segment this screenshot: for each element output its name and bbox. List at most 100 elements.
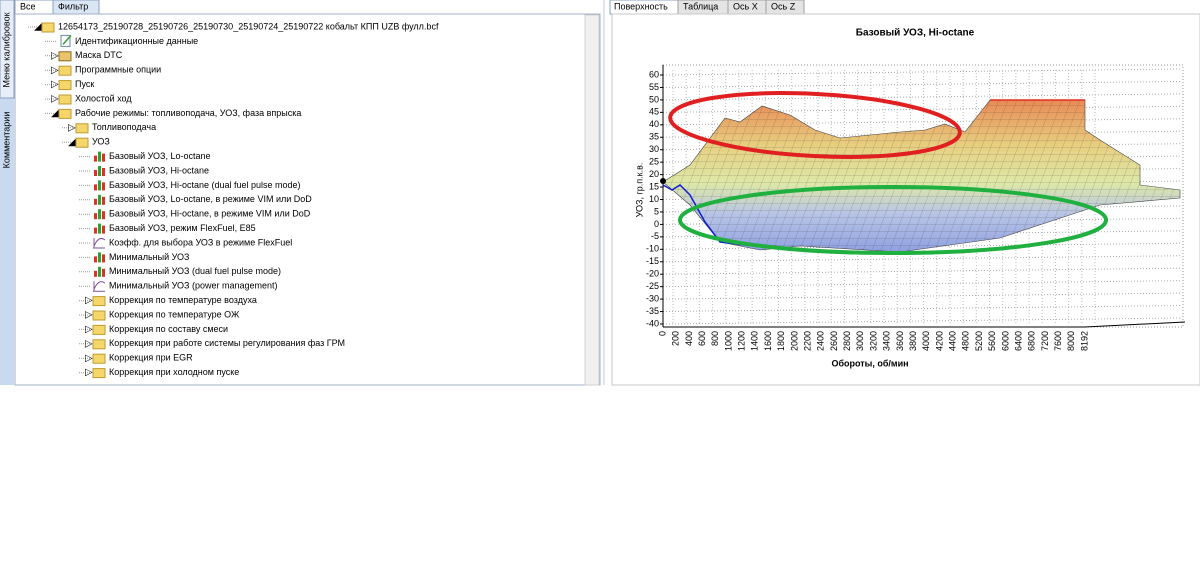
tab-label[interactable]: Поверхность <box>614 1 668 11</box>
tree-item[interactable]: Коррекция при EGR <box>109 353 193 363</box>
folder-icon <box>75 123 89 134</box>
tree-item[interactable]: Идентификационные данные <box>75 36 198 46</box>
chart-icon <box>102 268 105 277</box>
tree-item[interactable]: УОЗ <box>92 137 110 147</box>
expander[interactable]: ▷ <box>85 295 93 306</box>
expander[interactable]: ▷ <box>85 324 93 335</box>
x-tick-label: 1600 <box>763 331 773 351</box>
tab-label[interactable]: Ось Z <box>771 1 796 11</box>
x-tick-label: 1000 <box>723 331 733 351</box>
sidebar-tab[interactable]: Комментарии <box>1 112 11 169</box>
y-tick-label: 30 <box>649 144 659 154</box>
tree-item[interactable]: 12654173_25190728_25190726_25190730_2519… <box>58 21 439 31</box>
y-tick-label: 40 <box>649 119 659 129</box>
scrollbar[interactable] <box>584 14 600 386</box>
tree-panel <box>14 13 601 386</box>
tree-item[interactable]: Пуск <box>75 79 94 89</box>
folder-icon <box>92 339 106 350</box>
grid-line <box>662 255 1181 263</box>
expander[interactable]: ▷ <box>51 79 59 90</box>
tree-item[interactable]: Холостой ход <box>75 93 132 103</box>
tab-label[interactable]: Ось X <box>733 1 758 11</box>
folder-icon <box>92 324 106 335</box>
tree-item[interactable]: Базовый УОЗ, Lo-octane, в режиме VIM или… <box>109 194 312 204</box>
tab-label[interactable]: Фильтр <box>58 1 88 11</box>
expander[interactable]: ◢ <box>68 137 76 148</box>
chart-icon <box>94 184 97 191</box>
chart-icon <box>102 211 105 220</box>
surface-edge <box>662 184 771 249</box>
y-tick-label: -5 <box>651 231 659 241</box>
folder-icon <box>75 137 89 148</box>
x-tick-label: 600 <box>697 331 707 346</box>
x-tick-label: 5600 <box>987 331 997 351</box>
expander[interactable]: ▷ <box>51 50 59 61</box>
x-tick-label: 2400 <box>816 331 826 351</box>
expander[interactable]: ▷ <box>85 310 93 321</box>
expander[interactable]: ◢ <box>34 22 42 33</box>
tree-item[interactable]: Программные опции <box>75 65 161 75</box>
x-axis-label: Обороты, об/мин <box>831 358 908 368</box>
y-tick-label: -10 <box>646 244 659 254</box>
chart-icon <box>102 182 105 191</box>
tree-item[interactable]: Базовый УОЗ, Hi-octane (dual fuel pulse … <box>109 180 301 190</box>
tree-item[interactable]: Рабочие режимы: топливоподача, УОЗ, фаза… <box>75 108 301 118</box>
folder-icon <box>58 65 72 76</box>
chart-icon <box>94 213 97 220</box>
tree-item[interactable]: Топливоподача <box>92 122 156 132</box>
tree-item[interactable]: Базовый УОЗ, Hi-octane, в режиме VIM или… <box>109 209 311 219</box>
tree-item[interactable]: Коррекция по составу смеси <box>109 324 228 334</box>
sidebar-tab-active[interactable] <box>0 0 15 99</box>
folder-icon <box>41 22 55 33</box>
expander[interactable]: ▷ <box>68 122 76 133</box>
expander[interactable]: ▷ <box>51 65 59 76</box>
expander[interactable]: ▷ <box>85 338 93 349</box>
z-axis <box>1084 321 1186 328</box>
y-tick-label: 10 <box>649 194 659 204</box>
tree-item[interactable]: Коррекция при холодном пуске <box>109 367 239 377</box>
grid-line <box>662 267 1181 275</box>
x-tick-label: 8000 <box>1066 331 1076 351</box>
x-tick-label: 5200 <box>974 331 984 351</box>
grid-line <box>662 68 1181 76</box>
x-tick-label: 6400 <box>1013 331 1023 351</box>
x-tick-label: 400 <box>684 331 694 346</box>
tree-item[interactable]: Коррекция при работе системы регулирован… <box>109 338 345 348</box>
y-tick-label: 25 <box>649 157 659 167</box>
chart-icon <box>98 194 101 205</box>
chart-icon <box>94 227 97 234</box>
x-tick-label: 1200 <box>737 331 747 351</box>
x-tick-label: 4200 <box>934 331 944 351</box>
y-tick-label: 20 <box>649 169 659 179</box>
chart-icon <box>94 256 97 263</box>
tree-item[interactable]: Маска DTC <box>75 50 123 60</box>
chart-icon <box>102 196 105 205</box>
tree-item[interactable]: Минимальный УОЗ <box>109 252 189 262</box>
tree-item[interactable]: Базовый УОЗ, Lo-octane <box>109 151 211 161</box>
y-tick-label: 0 <box>654 219 659 229</box>
chart-icon <box>94 198 97 205</box>
tree-item[interactable]: Базовый УОЗ, режим FlexFuel, E85 <box>109 223 256 233</box>
expander[interactable]: ▷ <box>85 367 93 378</box>
tree-item[interactable]: Минимальный УОЗ (power management) <box>109 281 278 291</box>
folder-icon <box>92 353 106 364</box>
tree-item[interactable]: Коррекция по температуре ОЖ <box>109 309 240 319</box>
x-tick-label: 2800 <box>842 331 852 351</box>
tab-label[interactable]: Все <box>20 1 36 11</box>
tree-item[interactable]: Минимальный УОЗ (dual fuel pulse mode) <box>109 266 281 276</box>
tree-item[interactable]: Базовый УОЗ, Hi-octane <box>109 165 209 175</box>
sidebar-tab[interactable]: Меню калибровок <box>1 12 11 87</box>
y-tick-label: -35 <box>646 306 659 316</box>
y-tick-label: -15 <box>646 256 659 266</box>
folder-icon <box>58 94 72 105</box>
expander[interactable]: ◢ <box>51 108 59 119</box>
grid-line <box>662 280 1181 288</box>
expander[interactable]: ▷ <box>85 353 93 364</box>
folder-icon <box>92 296 106 307</box>
tree-item[interactable]: Коррекция по температуре воздуха <box>109 295 257 305</box>
tab-label[interactable]: Таблица <box>683 1 718 11</box>
tree-item[interactable]: Коэфф. для выбора УОЗ в режиме FlexFuel <box>109 237 292 247</box>
x-tick-label: 3200 <box>868 331 878 351</box>
expander[interactable]: ▷ <box>51 94 59 105</box>
y-tick-label: -25 <box>646 281 659 291</box>
